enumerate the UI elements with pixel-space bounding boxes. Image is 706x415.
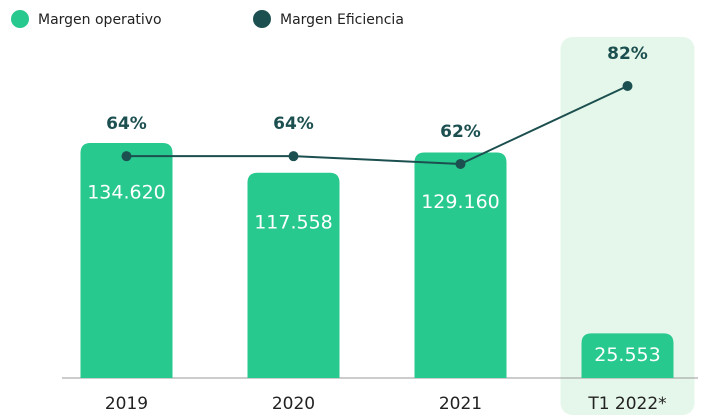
x-tick-label: 2021 [439,394,482,414]
line-value-label: 62% [440,122,481,142]
bar [247,172,340,378]
legend-label: Margen operativo [38,12,162,28]
line-value-label: 82% [607,44,648,64]
bar [414,152,507,378]
line-value-label: 64% [273,114,314,134]
bar-value-label: 134.620 [87,181,166,203]
bar [80,142,173,378]
legend-marker [11,10,29,28]
bar-value-label: 129.160 [421,191,500,213]
bar-value-label: 25.553 [594,344,660,366]
line-point [288,151,299,162]
line-point [622,81,633,92]
highlight-band [560,37,695,415]
x-tick-label: T1 2022* [587,394,666,414]
line [126,85,628,165]
line-point [121,151,132,162]
x-tick-label: 2020 [272,394,315,414]
bar-value-label: 117.558 [254,211,333,233]
legend-label: Margen Eficiencia [280,12,404,28]
legend-marker [253,10,271,28]
line-point [455,158,466,169]
x-tick-label: 2019 [105,394,148,414]
bar [581,333,674,378]
line-value-label: 64% [106,114,147,134]
